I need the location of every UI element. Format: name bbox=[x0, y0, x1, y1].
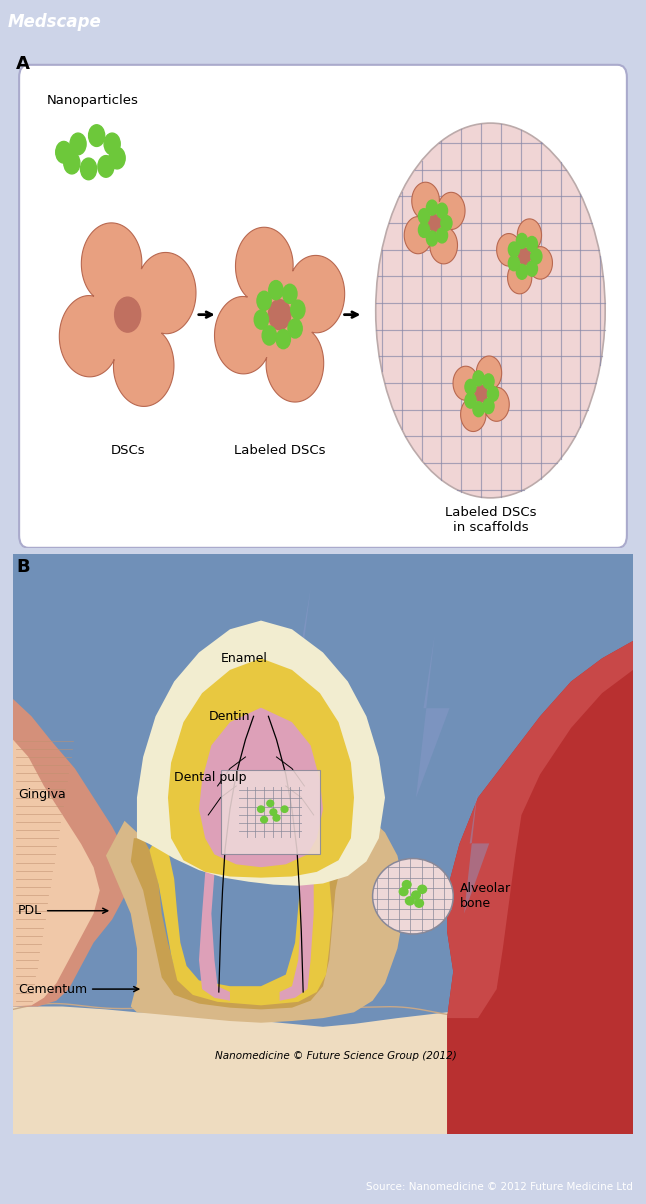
Circle shape bbox=[402, 880, 411, 889]
Circle shape bbox=[261, 816, 267, 822]
Polygon shape bbox=[13, 1001, 633, 1134]
Circle shape bbox=[283, 284, 297, 303]
Circle shape bbox=[412, 891, 421, 899]
Circle shape bbox=[64, 152, 80, 173]
Circle shape bbox=[419, 223, 430, 237]
Circle shape bbox=[89, 125, 105, 147]
Text: PDL: PDL bbox=[18, 904, 108, 917]
FancyBboxPatch shape bbox=[221, 771, 320, 854]
Polygon shape bbox=[497, 219, 552, 294]
Circle shape bbox=[418, 885, 426, 893]
Circle shape bbox=[437, 228, 448, 243]
Text: Labeled DSCs
in scaffolds: Labeled DSCs in scaffolds bbox=[444, 506, 536, 535]
Circle shape bbox=[406, 897, 414, 905]
Circle shape bbox=[269, 300, 291, 330]
Polygon shape bbox=[453, 356, 509, 431]
Circle shape bbox=[426, 200, 437, 216]
Polygon shape bbox=[199, 797, 230, 1001]
Text: Medscape: Medscape bbox=[8, 13, 101, 31]
Circle shape bbox=[276, 330, 291, 349]
Circle shape bbox=[483, 374, 494, 389]
FancyBboxPatch shape bbox=[0, 537, 646, 1151]
Polygon shape bbox=[416, 635, 450, 797]
Circle shape bbox=[262, 326, 276, 346]
Circle shape bbox=[508, 255, 519, 271]
Text: Gingiva: Gingiva bbox=[18, 789, 66, 801]
Circle shape bbox=[526, 261, 537, 276]
Text: Cementum: Cementum bbox=[18, 982, 139, 996]
Circle shape bbox=[267, 801, 274, 807]
Ellipse shape bbox=[376, 123, 605, 498]
Text: Nanoparticles: Nanoparticles bbox=[47, 94, 139, 107]
Polygon shape bbox=[447, 641, 633, 1019]
Circle shape bbox=[437, 203, 448, 218]
Circle shape bbox=[518, 248, 531, 265]
FancyBboxPatch shape bbox=[19, 65, 627, 548]
Circle shape bbox=[291, 300, 305, 319]
Circle shape bbox=[526, 236, 537, 252]
Circle shape bbox=[255, 311, 269, 329]
Circle shape bbox=[281, 805, 288, 813]
Circle shape bbox=[426, 231, 437, 246]
Polygon shape bbox=[199, 708, 323, 867]
Circle shape bbox=[487, 386, 499, 401]
Circle shape bbox=[270, 809, 276, 815]
Polygon shape bbox=[287, 589, 329, 774]
Circle shape bbox=[508, 242, 519, 256]
Circle shape bbox=[273, 815, 280, 821]
Text: DSCs: DSCs bbox=[110, 444, 145, 456]
Circle shape bbox=[473, 402, 484, 417]
Text: Alveolar
bone: Alveolar bone bbox=[459, 883, 510, 910]
Text: Dentin: Dentin bbox=[208, 710, 250, 722]
Circle shape bbox=[475, 385, 487, 402]
Circle shape bbox=[419, 208, 430, 224]
Polygon shape bbox=[130, 832, 348, 1009]
Circle shape bbox=[531, 249, 542, 264]
Polygon shape bbox=[137, 620, 385, 886]
Polygon shape bbox=[447, 641, 633, 1134]
Circle shape bbox=[516, 265, 528, 279]
Polygon shape bbox=[13, 739, 99, 1007]
Circle shape bbox=[257, 291, 271, 311]
Polygon shape bbox=[464, 786, 489, 914]
Polygon shape bbox=[168, 659, 354, 878]
Circle shape bbox=[415, 899, 424, 908]
Text: A: A bbox=[16, 55, 30, 72]
Circle shape bbox=[81, 158, 97, 179]
Circle shape bbox=[399, 887, 408, 896]
Circle shape bbox=[373, 858, 453, 934]
Polygon shape bbox=[404, 182, 465, 264]
Circle shape bbox=[114, 297, 141, 332]
Circle shape bbox=[288, 319, 302, 338]
Polygon shape bbox=[214, 228, 345, 402]
Circle shape bbox=[441, 216, 452, 230]
Circle shape bbox=[465, 379, 476, 395]
Polygon shape bbox=[280, 797, 314, 1001]
Circle shape bbox=[98, 155, 114, 177]
Text: Dental pulp: Dental pulp bbox=[174, 771, 247, 784]
Polygon shape bbox=[106, 821, 404, 1022]
Circle shape bbox=[465, 394, 476, 408]
Circle shape bbox=[483, 399, 494, 414]
Circle shape bbox=[56, 141, 72, 163]
Circle shape bbox=[269, 281, 283, 300]
Circle shape bbox=[258, 805, 264, 813]
Text: B: B bbox=[16, 559, 30, 577]
Polygon shape bbox=[13, 698, 130, 1007]
Circle shape bbox=[109, 147, 125, 169]
Polygon shape bbox=[149, 836, 332, 1005]
Text: Labeled DSCs: Labeled DSCs bbox=[234, 444, 326, 456]
Polygon shape bbox=[59, 223, 196, 407]
Circle shape bbox=[70, 134, 86, 155]
Text: Source: Nanomedicine © 2012 Future Medicine Ltd: Source: Nanomedicine © 2012 Future Medic… bbox=[366, 1182, 633, 1192]
Text: Nanomedicine © Future Science Group (2012): Nanomedicine © Future Science Group (201… bbox=[214, 1051, 456, 1061]
Text: Enamel: Enamel bbox=[221, 651, 267, 665]
Circle shape bbox=[104, 134, 120, 155]
Circle shape bbox=[428, 214, 441, 231]
Circle shape bbox=[516, 234, 528, 248]
Circle shape bbox=[473, 371, 484, 385]
